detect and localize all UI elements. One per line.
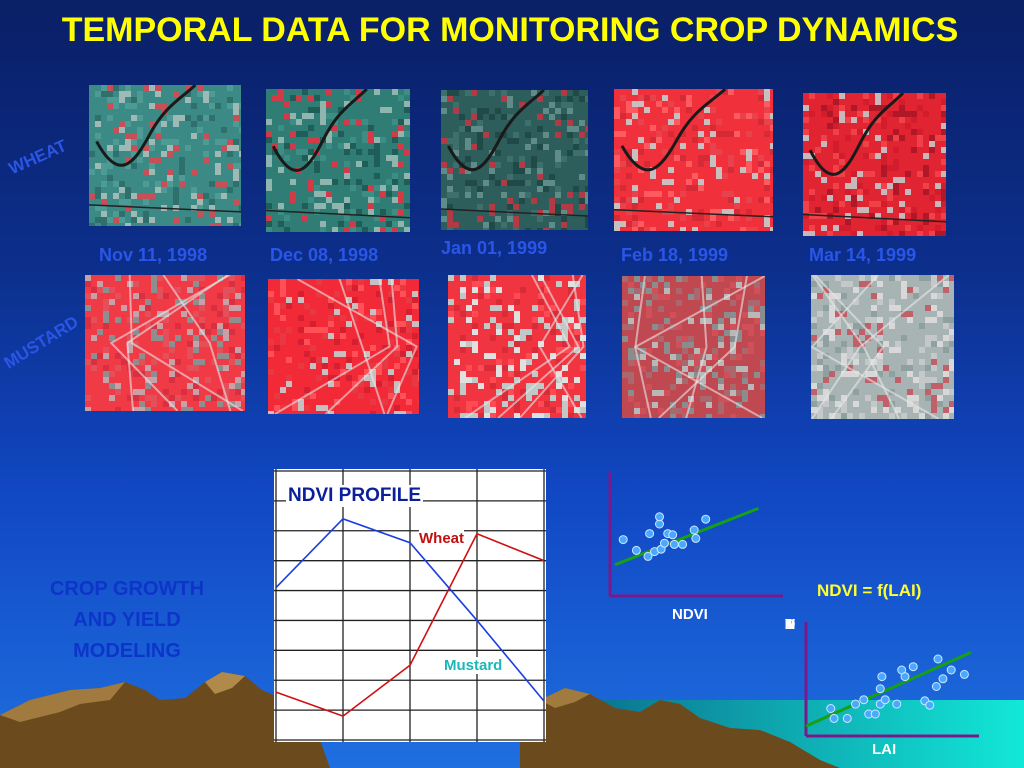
date-label-2: Dec 08, 1998: [270, 245, 379, 265]
data-point: [851, 699, 860, 709]
image-mustard-2: [268, 279, 419, 414]
fit-line: [614, 507, 760, 567]
ndvi-scatter-plot: [608, 472, 783, 598]
caption-line-1: CROP GROWTH: [49, 578, 205, 600]
data-point: [892, 699, 902, 709]
data-point: [645, 529, 655, 539]
image-wheat-4: [614, 89, 773, 231]
image-wheat-5: [803, 93, 946, 236]
image-mustard-1: [85, 275, 245, 411]
y-label-letter: D: [784, 616, 796, 633]
y-label-letter: V: [784, 616, 795, 633]
ndvi-profile-title: NDVI PROFILE: [286, 485, 424, 507]
slide-title: TEMPORAL DATA FOR MONITORING CROP DYNAMI…: [61, 11, 959, 49]
image-wheat-3: [441, 90, 588, 230]
series-line-wheat: [275, 532, 545, 717]
scatter2-x-label: LAI: [872, 741, 897, 758]
data-point: [669, 539, 679, 549]
data-point: [870, 709, 880, 719]
image-mustard-4: [622, 276, 765, 418]
data-point: [689, 525, 699, 535]
data-point: [701, 514, 711, 524]
data-point: [938, 674, 948, 684]
data-point: [880, 695, 890, 705]
y-label-letter: N: [784, 616, 796, 633]
date-label-1: Nov 11, 1998: [99, 245, 208, 265]
ndvi-profile-chart: NDVI PROFILE Wheat Mustard: [274, 469, 546, 742]
data-point: [959, 669, 969, 679]
date-label-4: Feb 18, 1999: [621, 245, 729, 265]
data-point: [877, 672, 887, 682]
wheat-series-label: Wheat: [419, 530, 464, 547]
caption-line-2: AND YIELD: [73, 609, 181, 631]
date-label-3: Jan 01, 1999: [441, 238, 548, 258]
data-point: [933, 654, 943, 664]
crop-growth-caption: CROP GROWTH AND YIELD MODELING: [22, 574, 232, 667]
data-point: [908, 662, 918, 672]
data-point: [829, 713, 839, 723]
data-point: [659, 538, 669, 548]
image-wheat-2: [266, 89, 410, 232]
y-label-letter: I: [787, 616, 793, 633]
data-point: [643, 551, 653, 561]
data-point: [668, 530, 678, 540]
data-point: [859, 695, 869, 705]
data-point: [931, 682, 941, 691]
data-point: [842, 713, 852, 723]
data-point: [900, 672, 910, 682]
series-line-mustard: [275, 517, 545, 702]
fit-line: [805, 651, 972, 728]
data-point: [925, 700, 935, 710]
data-point: [875, 684, 885, 694]
date-label-5: Mar 14, 1999: [809, 245, 917, 265]
data-point: [691, 533, 701, 543]
data-point: [678, 539, 688, 549]
image-wheat-1: [89, 85, 241, 226]
data-point: [826, 704, 836, 713]
ndvi-profile-plot: [274, 469, 546, 742]
data-point: [618, 535, 628, 545]
scatter2-title: NDVI = f(LAI): [817, 581, 922, 600]
caption-line-3: MODELING: [73, 640, 181, 662]
image-mustard-5: [811, 275, 954, 419]
mustard-series-label: Mustard: [444, 657, 503, 674]
data-point: [631, 545, 641, 555]
lai-scatter-plot: [804, 622, 979, 738]
image-mustard-3: [448, 275, 586, 418]
data-point: [655, 512, 664, 522]
scatter1-x-label: NDVI: [672, 606, 708, 623]
data-point: [946, 665, 956, 675]
